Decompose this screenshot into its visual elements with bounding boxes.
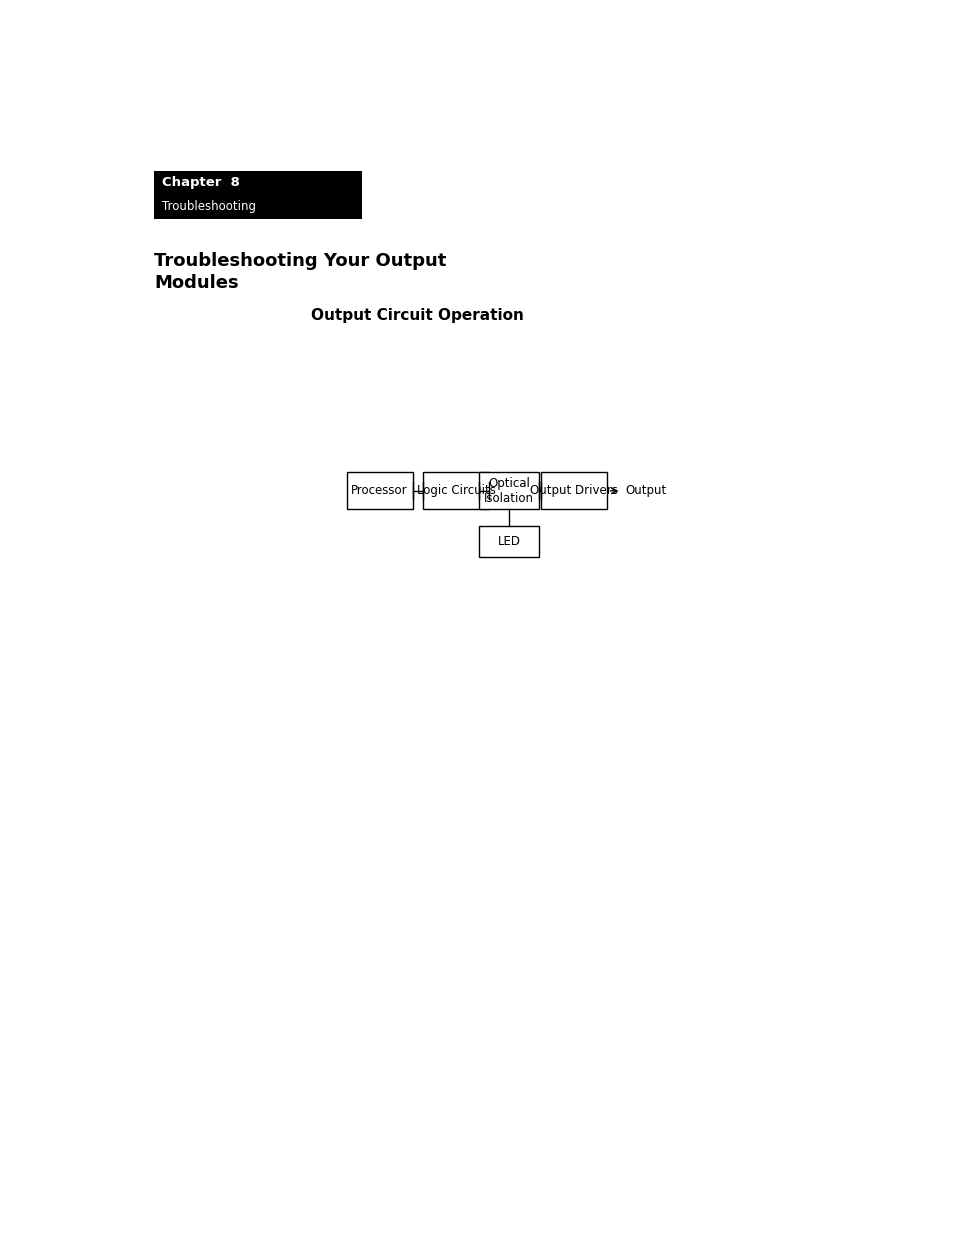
FancyBboxPatch shape	[478, 472, 538, 509]
Text: Output: Output	[624, 484, 666, 498]
Text: Troubleshooting Your Output
Modules: Troubleshooting Your Output Modules	[154, 252, 446, 293]
FancyBboxPatch shape	[540, 472, 606, 509]
Text: LED: LED	[497, 535, 520, 548]
Text: Optical
Isolation: Optical Isolation	[483, 477, 534, 505]
FancyBboxPatch shape	[423, 472, 489, 509]
Text: Chapter  8: Chapter 8	[161, 177, 239, 189]
Text: Logic Circuits: Logic Circuits	[416, 484, 496, 498]
FancyBboxPatch shape	[346, 472, 412, 509]
Text: Output Drivers: Output Drivers	[530, 484, 618, 498]
Text: Output Circuit Operation: Output Circuit Operation	[311, 309, 523, 324]
Text: Processor: Processor	[351, 484, 408, 498]
Text: Troubleshooting: Troubleshooting	[161, 200, 255, 212]
FancyBboxPatch shape	[154, 172, 361, 219]
FancyBboxPatch shape	[478, 526, 538, 557]
